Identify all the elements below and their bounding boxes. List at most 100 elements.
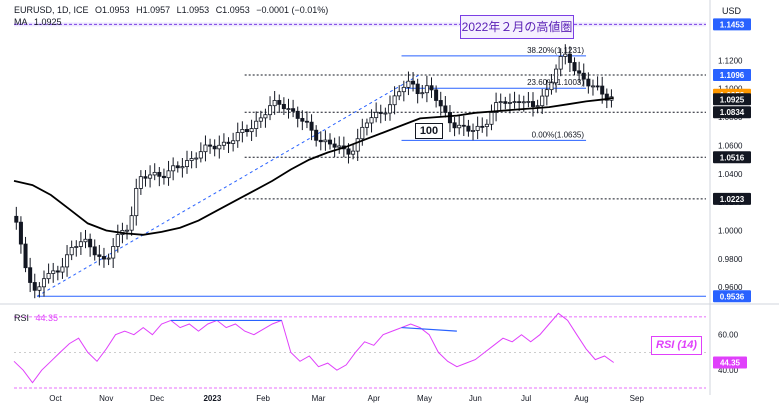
candle-body	[604, 93, 609, 101]
candle-body	[23, 243, 28, 269]
candle-body	[171, 165, 176, 172]
price-tag-label: 0.9536	[720, 292, 745, 301]
rsi-period-box: RSI (14)	[651, 336, 702, 355]
price-tag-label: 1.0223	[720, 195, 745, 204]
candle-body	[424, 85, 429, 94]
candle-body	[364, 122, 369, 128]
candle-body	[208, 144, 213, 147]
price-tag	[713, 151, 751, 164]
candle-body	[300, 118, 305, 122]
candle-body	[244, 129, 249, 133]
candle-body	[78, 241, 83, 247]
candle-body	[567, 53, 572, 63]
candle-body	[461, 124, 466, 127]
candle-body	[258, 117, 263, 122]
candle-body	[535, 105, 540, 108]
candle-body	[429, 85, 434, 91]
time-axis-tick: Jul	[521, 394, 531, 403]
ma-legend: MA 1.0925	[14, 17, 66, 27]
candle-body	[558, 56, 563, 70]
candle-body	[51, 270, 56, 274]
candle-body	[544, 89, 549, 97]
ma-period-tag: 100	[415, 123, 443, 139]
candle-body	[291, 108, 296, 112]
time-axis-tick: Feb	[256, 394, 270, 403]
uptrend-line	[36, 74, 421, 297]
price-tag-label: 1.1453	[720, 20, 745, 29]
ma100-line	[13, 97, 614, 236]
candle-body	[397, 91, 402, 97]
candle-body	[184, 160, 190, 168]
candle-body	[101, 256, 106, 260]
candle-body	[512, 101, 517, 104]
candle-body	[346, 148, 351, 155]
rsi-axis-tick: 40.00	[718, 366, 739, 375]
candle-body	[286, 108, 291, 111]
candle-body	[369, 117, 374, 124]
chart-header: EURUSD, 1D, ICE O1.0953 H1.0957 L1.0953 …	[14, 5, 332, 15]
candle-body	[41, 278, 47, 288]
candle-body	[18, 221, 23, 245]
candle-body	[46, 273, 51, 280]
rsi-label: RSI	[14, 313, 30, 323]
candle-body	[304, 120, 309, 123]
candle-body	[74, 246, 79, 248]
open-value: O1.0953	[95, 5, 130, 15]
rsi-value-tag	[713, 356, 747, 369]
candle-body	[134, 188, 139, 217]
candle-body	[447, 112, 452, 124]
candle-body	[157, 171, 162, 177]
candle-body	[517, 101, 522, 104]
currency-label: USD	[722, 6, 742, 16]
candle-body	[226, 141, 231, 144]
rsi-axis-tick: 60.00	[718, 331, 739, 340]
candle-body	[549, 82, 554, 91]
high-value: H1.0957	[136, 5, 171, 15]
candle-body	[595, 85, 600, 88]
candle-body	[240, 129, 245, 133]
candle-body	[60, 266, 65, 273]
price-tag-label: 1.0516	[720, 153, 745, 162]
candle-body	[452, 122, 457, 129]
candle-body	[32, 282, 37, 291]
time-axis-tick: Mar	[312, 394, 326, 403]
candle-body	[318, 139, 323, 143]
candle-body	[503, 101, 508, 104]
change-value: −0.0001 (−0.01%)	[256, 5, 329, 15]
candle-body	[143, 176, 148, 179]
candle-body	[115, 234, 120, 247]
candle-body	[55, 270, 60, 273]
candle-body	[480, 125, 485, 128]
candle-body	[37, 286, 42, 291]
candle-body	[263, 114, 268, 119]
rsi-line	[13, 312, 614, 384]
time-axis-tick: Apr	[368, 394, 381, 403]
candle-body	[337, 145, 342, 148]
candle-body	[360, 126, 365, 140]
candle-body	[180, 166, 185, 169]
candle-body	[530, 101, 536, 107]
price-axis-tick: 1.0000	[718, 227, 743, 236]
candle-body	[586, 78, 591, 87]
rsi-legend: RSI 44.35	[14, 313, 62, 323]
candle-body	[198, 151, 203, 159]
time-axis-tick: Nov	[99, 394, 113, 403]
candle-body	[484, 123, 489, 127]
candle-body	[387, 104, 393, 114]
price-tag	[713, 18, 751, 31]
candle-body	[277, 100, 282, 105]
candle-body	[189, 158, 194, 161]
candle-body	[521, 101, 526, 104]
price-tag	[713, 290, 751, 303]
rsi-legend-value: 44.35	[35, 313, 59, 323]
candle-body	[420, 92, 425, 95]
candle-body	[212, 145, 217, 150]
candle-body	[415, 83, 420, 95]
price-tag	[713, 69, 751, 82]
candle-body	[494, 102, 499, 113]
candle-body	[138, 176, 143, 189]
time-axis-tick: Aug	[574, 394, 588, 403]
candle-body	[577, 70, 582, 74]
price-tag-label: 1.0925	[720, 95, 745, 104]
